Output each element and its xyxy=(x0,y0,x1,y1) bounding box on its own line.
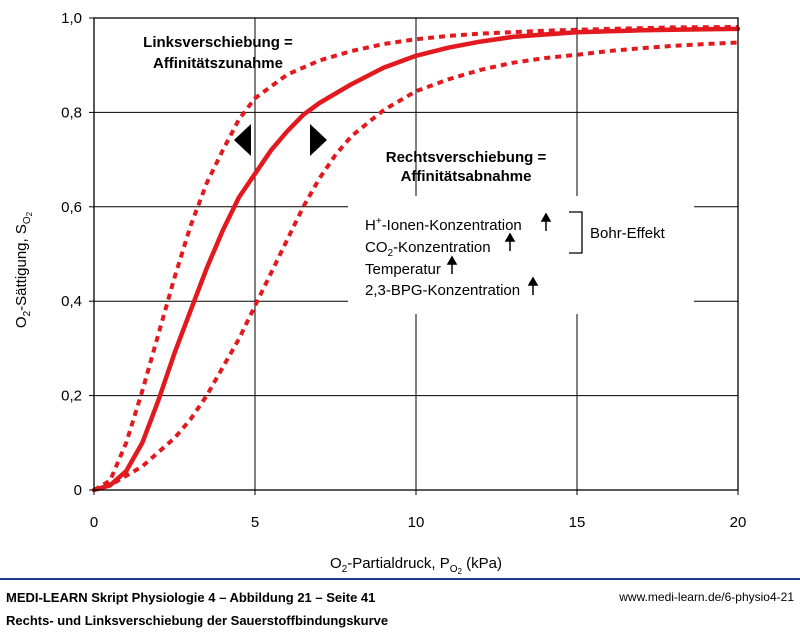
up-arrow-icon xyxy=(540,212,552,231)
x-label-subsub: 2 xyxy=(458,567,463,576)
factor-temperature: Temperatur xyxy=(365,261,441,278)
x-label-pre: O xyxy=(330,555,342,572)
factor-h-ions-post: -Ionen-Konzentration xyxy=(382,217,522,234)
factor-co2: CO2-Konzentration xyxy=(365,239,491,259)
bohr-bracket xyxy=(569,211,583,254)
left-shift-arrow-icon xyxy=(234,124,251,156)
x-tick-label: 15 xyxy=(569,514,586,531)
bohr-effect-label: Bohr-Effekt xyxy=(590,225,666,242)
y-tick-label: 0,8 xyxy=(61,104,82,121)
factor-box-background xyxy=(348,196,694,314)
footer-title: MEDI-LEARN Skript Physiologie 4 – Abbild… xyxy=(6,590,376,605)
factor-h-ions-sup: + xyxy=(376,216,382,227)
footer-subtitle: Rechts- und Linksverschiebung der Sauers… xyxy=(6,613,389,628)
factor-h-ions-pre: H xyxy=(365,217,376,234)
right-shift-arrow-icon xyxy=(310,124,327,156)
right-shift-curve xyxy=(93,40,739,492)
x-tick-label: 0 xyxy=(90,514,98,531)
y-tick-label: 0 xyxy=(74,482,82,499)
x-label-post: (kPa) xyxy=(462,555,502,572)
x-tick-label: 20 xyxy=(730,514,747,531)
y-tick-label: 0,6 xyxy=(61,199,82,216)
y-tick-label: 0,4 xyxy=(61,293,82,310)
y-label-subsub: 2 xyxy=(25,211,34,216)
factor-co2-post: -Konzentration xyxy=(393,239,491,256)
y-tick-label: 0,2 xyxy=(61,388,82,405)
up-arrow-icon xyxy=(446,255,458,274)
x-tick-label: 10 xyxy=(408,514,425,531)
right-shift-label-line1: Rechtsverschiebung = xyxy=(386,149,547,166)
right-shift-label-line2: Affinitätsabnahme xyxy=(401,168,532,185)
up-arrow-icon xyxy=(527,276,539,295)
x-label-mid: -Partialdruck, P xyxy=(347,555,450,572)
left-shift-curve xyxy=(92,25,739,492)
tick-labels: 0 5 10 15 20 0 0,2 0,4 0,6 0,8 1,0 xyxy=(61,10,746,531)
normal-curve xyxy=(91,26,741,493)
factor-bpg: 2,3-BPG-Konzentration xyxy=(365,282,520,299)
x-label-sub1: 2 xyxy=(342,564,348,575)
y-label-sub1: 2 xyxy=(22,310,33,316)
up-arrow-icon xyxy=(504,232,516,251)
footer-rule xyxy=(0,578,800,580)
y-label-pre: O xyxy=(13,316,30,328)
y-label-mid: -Sättigung, S xyxy=(13,224,30,311)
y-axis-label: O2-Sättigung, SO2 xyxy=(13,211,34,328)
y-label-sub2: O xyxy=(22,216,33,224)
x-axis-label: O2-Partialdruck, PO2 (kPa) xyxy=(330,555,502,576)
factor-co2-sub: 2 xyxy=(388,248,394,259)
x-label-sub2: O xyxy=(450,564,458,575)
left-shift-label-line2: Affinitätszunahme xyxy=(153,55,283,72)
y-tick-label: 1,0 xyxy=(61,10,82,27)
curves xyxy=(91,25,741,493)
left-shift-label-line1: Linksverschiebung = xyxy=(143,34,293,51)
footer-url: www.medi-learn.de/6-physio4-21 xyxy=(619,590,794,604)
factor-h-ions: H+-Ionen-Konzentration xyxy=(365,216,522,234)
factor-co2-pre: CO xyxy=(365,239,388,256)
x-tick-label: 5 xyxy=(251,514,259,531)
